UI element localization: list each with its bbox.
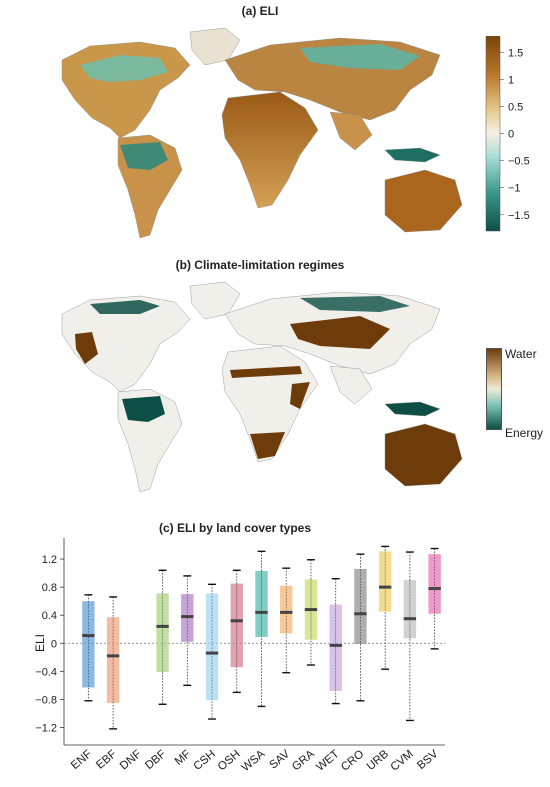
box-iqr xyxy=(280,585,293,634)
map-a-south-asia xyxy=(329,111,373,151)
colorbar-tick-label: −1 xyxy=(508,183,521,195)
y-tick-label: 1.2 xyxy=(42,554,57,566)
panel-b-title: (b) Climate-limitation regimes xyxy=(175,258,345,272)
box-iqr xyxy=(403,580,417,639)
box-dbf xyxy=(156,569,169,706)
map-b-sahel-water xyxy=(230,366,302,378)
box-enf xyxy=(82,594,95,702)
regime-colorbar-energy-label: Energy xyxy=(505,426,544,440)
map-b-horn-water xyxy=(290,382,310,409)
box-cro xyxy=(354,553,367,702)
x-tick-label: DNF xyxy=(118,748,144,772)
map-a-australia xyxy=(384,169,463,233)
colorbar-tick-label: 1.5 xyxy=(508,47,523,59)
map-b-north-america xyxy=(61,295,191,393)
y-tick-label: −1.2 xyxy=(35,722,57,734)
eli-world-map xyxy=(61,27,463,239)
box-sav xyxy=(280,567,293,674)
map-b-na-energy xyxy=(90,300,160,314)
box-iqr xyxy=(354,568,367,644)
box-csh xyxy=(205,583,219,720)
regime-colorbar xyxy=(486,348,502,430)
eli-colorbar: 1.5 1 0.5 0 −0.5 −1 −1.5 xyxy=(485,36,530,232)
regime-world-map xyxy=(61,281,463,493)
box-osh xyxy=(230,569,243,694)
y-tick-label: −0.4 xyxy=(35,666,57,678)
y-axis-label: ELI xyxy=(33,634,47,652)
x-tick-label: CRO xyxy=(339,748,366,774)
map-a-amazon xyxy=(120,142,168,170)
x-tick-label: CVM xyxy=(389,748,416,774)
map-b-amazon-energy xyxy=(122,396,165,422)
box-wet xyxy=(329,577,342,705)
map-b-na-water xyxy=(75,332,98,364)
map-b-indonesia xyxy=(384,401,441,417)
colorbar-tick-label: −1.5 xyxy=(508,210,530,222)
land-cover-boxplot: (c) ELI by land cover types ELI −1.2 −0.8… xyxy=(33,521,445,774)
map-b-australia xyxy=(384,423,463,487)
map-a-siberia-green xyxy=(300,44,420,70)
regime-colorbar-water-label: Water xyxy=(505,347,537,361)
x-tick-label: OSH xyxy=(216,748,243,773)
box-cvm xyxy=(403,551,417,722)
map-b-south-africa-water xyxy=(250,432,285,459)
box-ebf xyxy=(106,596,120,730)
box-wsa xyxy=(255,550,268,708)
x-tick-label: GRA xyxy=(290,748,317,773)
x-tick-label: EBF xyxy=(94,748,119,772)
colorbar-tick-label: 0 xyxy=(508,129,514,141)
x-tick-label: ENF xyxy=(69,748,94,772)
map-a-indonesia xyxy=(384,147,441,163)
y-tick-label: 0.8 xyxy=(42,582,57,594)
colorbar-tick-label: 0.5 xyxy=(508,101,523,113)
colorbar-tick-label: 1 xyxy=(508,74,514,86)
x-tick-label: WSA xyxy=(240,748,268,774)
x-tick-label: MF xyxy=(173,748,193,768)
box-iqr xyxy=(255,570,268,637)
colorbar-tick-label: −0.5 xyxy=(508,156,530,168)
panel-a-title: (a) ELI xyxy=(241,4,279,18)
box-iqr xyxy=(205,593,219,701)
box-iqr xyxy=(428,554,441,614)
x-tick-label: SAV xyxy=(267,748,292,772)
y-tick-label: −0.8 xyxy=(35,694,57,706)
x-tick-label: BSV xyxy=(415,748,441,772)
box-gra xyxy=(304,559,318,666)
x-tick-label: CSH xyxy=(192,748,218,773)
map-a-africa xyxy=(221,91,319,209)
map-b-south-asia xyxy=(329,365,373,405)
box-mf xyxy=(181,575,194,687)
map-b-central-asia-water xyxy=(290,316,390,349)
x-tick-label: DBF xyxy=(143,748,168,772)
map-a-north-america-green xyxy=(80,55,168,82)
x-tick-label: WET xyxy=(314,748,341,774)
x-tick-label: URB xyxy=(365,748,392,773)
box-iqr xyxy=(230,583,243,668)
box-urb xyxy=(378,545,392,670)
panel-c-title: (c) ELI by land cover types xyxy=(159,521,311,535)
y-tick-label: 0 xyxy=(51,638,57,650)
box-bsv xyxy=(428,547,441,650)
map-b-siberia-energy xyxy=(300,296,410,312)
y-tick-label: 0.4 xyxy=(42,610,57,622)
